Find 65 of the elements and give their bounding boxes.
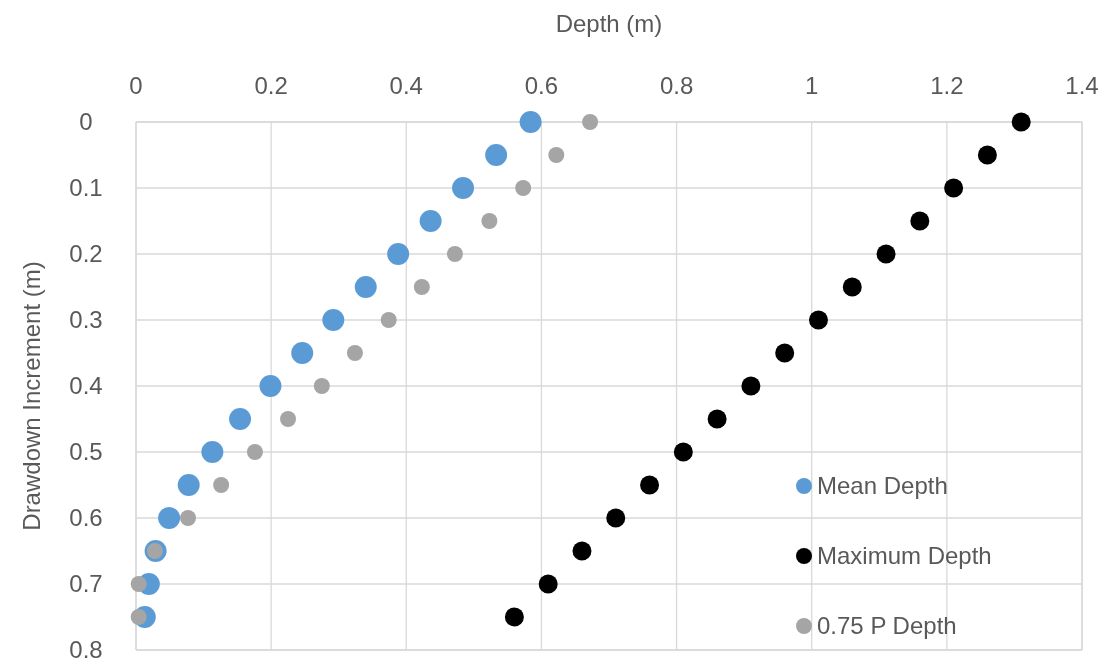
y-tick-label: 0.7 bbox=[69, 570, 103, 598]
point bbox=[944, 178, 964, 198]
point bbox=[229, 408, 252, 430]
point bbox=[213, 477, 230, 493]
point bbox=[158, 507, 181, 529]
y-tick-label: 0.8 bbox=[69, 636, 103, 664]
point bbox=[707, 409, 727, 429]
legend-label: 0.75 P Depth bbox=[817, 612, 957, 640]
x-tick-label: 0 bbox=[129, 72, 143, 99]
point bbox=[485, 144, 508, 166]
point bbox=[1011, 112, 1031, 132]
y-tick-label: 0.1 bbox=[69, 174, 103, 202]
point bbox=[538, 574, 558, 594]
point bbox=[548, 147, 565, 163]
point bbox=[515, 180, 532, 196]
point bbox=[673, 442, 693, 462]
point bbox=[291, 342, 314, 364]
point bbox=[130, 576, 147, 592]
x-tick-label: 1.2 bbox=[930, 72, 964, 99]
point bbox=[876, 244, 896, 264]
point bbox=[322, 309, 345, 331]
point bbox=[280, 411, 297, 427]
point bbox=[582, 114, 599, 130]
point bbox=[387, 243, 410, 265]
legend-label: Mean Depth bbox=[817, 472, 948, 500]
point bbox=[313, 378, 330, 394]
point bbox=[380, 312, 397, 328]
point bbox=[842, 277, 862, 297]
y-axis-title: Drawdown Increment (m) bbox=[18, 261, 45, 531]
point bbox=[419, 210, 442, 232]
x-tick-label: 0.2 bbox=[254, 72, 288, 99]
point bbox=[481, 213, 498, 229]
y-tick-label: 0.5 bbox=[69, 438, 103, 466]
point bbox=[775, 343, 795, 363]
point bbox=[413, 279, 430, 295]
point bbox=[354, 276, 377, 298]
point bbox=[180, 510, 197, 526]
point bbox=[606, 508, 626, 528]
point bbox=[346, 345, 363, 361]
point bbox=[977, 145, 997, 165]
x-tick-label: 0.8 bbox=[659, 72, 694, 99]
point bbox=[259, 375, 282, 397]
x-tick-label: 0.6 bbox=[524, 72, 559, 99]
point bbox=[519, 111, 542, 133]
x-axis-title: Depth (m) bbox=[555, 10, 663, 37]
y-tick-label: 0.6 bbox=[69, 504, 103, 532]
x-tick-label: 0.4 bbox=[389, 72, 423, 99]
y-tick-label: 0.4 bbox=[69, 372, 103, 400]
point bbox=[572, 541, 592, 561]
point bbox=[446, 246, 463, 262]
point bbox=[808, 310, 828, 330]
point bbox=[741, 376, 761, 396]
x-tick-label: 1.4 bbox=[1065, 72, 1099, 99]
legend-label: Maximum Depth bbox=[817, 542, 992, 570]
point bbox=[504, 607, 524, 627]
point bbox=[910, 211, 930, 231]
x-tick-label: 1 bbox=[805, 72, 819, 99]
y-tick-label: 0 bbox=[79, 108, 93, 136]
point bbox=[640, 475, 660, 495]
point bbox=[201, 441, 224, 463]
point bbox=[452, 177, 475, 199]
point bbox=[246, 444, 263, 460]
point bbox=[177, 474, 200, 496]
y-tick-label: 0.2 bbox=[69, 240, 103, 268]
y-tick-label: 0.3 bbox=[69, 306, 103, 334]
